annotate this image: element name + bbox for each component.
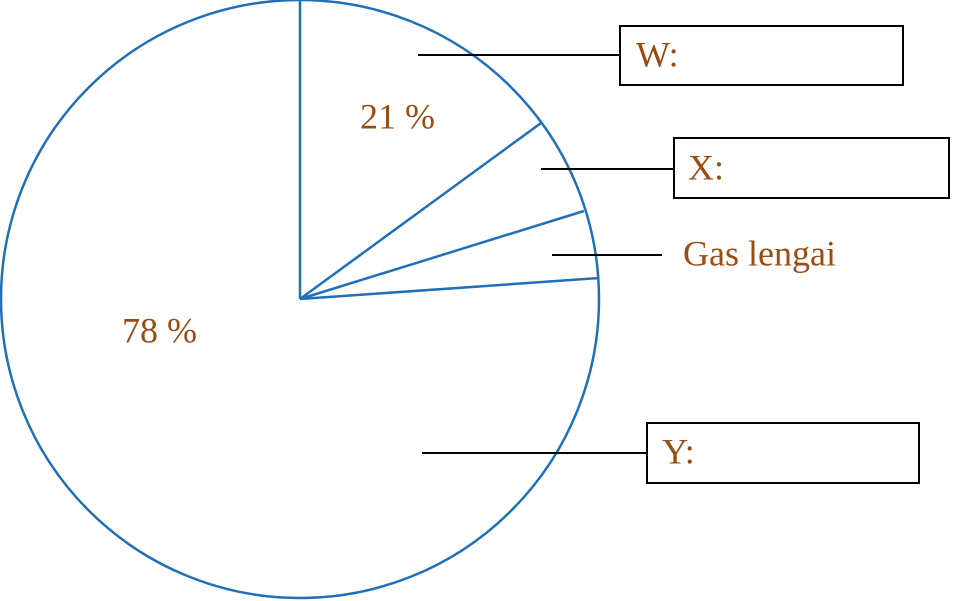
callout-label: Y: <box>662 431 695 471</box>
slice-divider <box>299 209 585 301</box>
callout-label: X: <box>688 147 724 187</box>
answer-box <box>646 422 920 484</box>
pie-outline <box>0 0 601 600</box>
answer-box <box>619 25 904 86</box>
slice-label: 21 % <box>360 96 435 136</box>
slice-divider <box>299 276 600 301</box>
slice-label: 78 % <box>122 310 197 350</box>
answer-box <box>673 137 950 199</box>
slice-divider <box>299 121 542 301</box>
callout-label: W: <box>636 34 679 74</box>
callout-label: Gas lengai <box>683 233 836 273</box>
